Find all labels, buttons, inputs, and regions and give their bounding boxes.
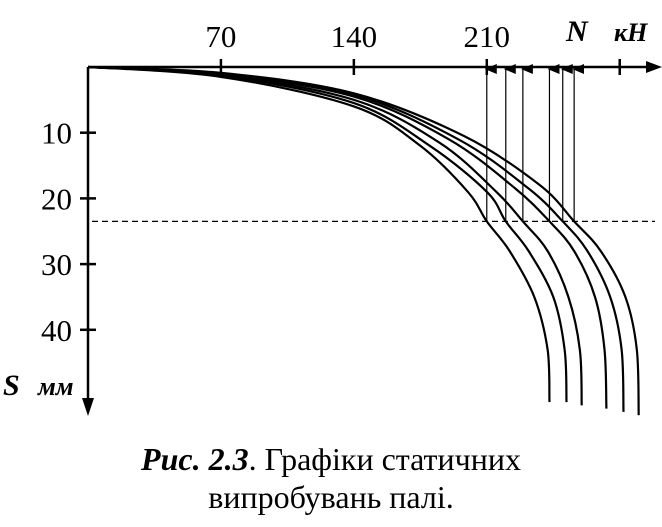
curve-2 [87,65,568,403]
arrows-group [484,64,585,222]
curve-5 [87,65,625,412]
x-axis-arrow [646,61,662,73]
y-tick-label-20: 20 [41,181,72,216]
x-tick-label-140: 140 [331,19,378,54]
curve-4 [87,65,608,409]
labels-group: N кН S мм [3,15,648,402]
caption-figure-number: Рис. 2.3 [141,441,249,477]
curves-group [87,65,640,416]
axes: 70 140 210 10 20 30 40 [41,19,662,416]
pile-test-chart: 70 140 210 10 20 30 40 N кН S мм [3,15,662,416]
curve-3 [87,65,583,406]
x-axis-label: N [565,15,589,48]
curve-1 [87,65,551,403]
caption-line-1-text: . Графіки статичних [248,441,521,477]
y-tick-label-40: 40 [41,313,72,348]
x-tick-label-210: 210 [464,19,511,54]
y-axis-arrow [82,398,94,416]
y-tick-label-30: 30 [41,247,72,282]
curve-6 [87,65,640,416]
y-axis-label: S [3,369,20,402]
y-tick-label-10: 10 [41,116,72,151]
caption-line-1: Рис. 2.3. Графіки статичних [0,440,662,478]
y-axis-unit: мм [37,372,74,401]
x-tick-label-70: 70 [205,19,236,54]
caption-line-2: випробувань палі. [208,479,454,515]
figure-caption: Рис. 2.3. Графіки статичних випробувань … [0,440,662,516]
x-axis-unit: кН [614,18,648,47]
